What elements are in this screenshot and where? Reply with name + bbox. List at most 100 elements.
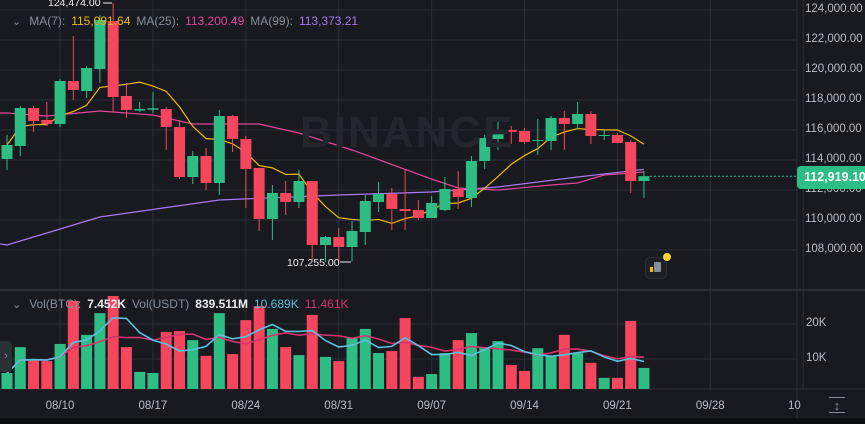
time-tick-label: 08/24	[231, 400, 261, 412]
volume-ma5-line	[6, 316, 645, 374]
candle-body	[28, 107, 40, 121]
candle-body	[505, 130, 517, 132]
chevron-right-icon[interactable]: ›	[0, 341, 12, 372]
candle-body	[147, 108, 159, 110]
candle-body	[134, 109, 146, 111]
candle-body	[412, 209, 424, 219]
candle-body	[94, 20, 106, 69]
candle-body	[67, 80, 79, 90]
candle-body	[120, 95, 132, 111]
volume-bar	[558, 334, 570, 389]
volume-bar	[505, 364, 517, 389]
time-tick-label: 09/28	[695, 400, 725, 412]
candle-body	[227, 116, 239, 139]
candle-body	[373, 194, 385, 202]
price-tick-label: 108,000.00	[805, 243, 863, 255]
candle-body	[479, 137, 491, 162]
volume-bar	[572, 353, 584, 389]
price-tick-label: 116,000.00	[805, 123, 862, 135]
ma99-value: 113,373.21	[298, 14, 359, 28]
volume-bar	[240, 320, 252, 389]
candle-body	[293, 181, 305, 202]
candle-body	[14, 107, 26, 147]
volume-bar	[67, 300, 79, 389]
candle-body	[306, 181, 318, 246]
volume-bar	[54, 343, 66, 389]
time-tick-label: 08/31	[324, 400, 354, 412]
ma7-label: MA(7):	[29, 14, 66, 28]
volume-bar	[346, 338, 358, 389]
volume-bar	[213, 313, 225, 389]
candle-body	[386, 194, 398, 210]
volume-bar	[585, 362, 597, 389]
volume-bar	[120, 347, 132, 389]
volume-bar	[545, 355, 557, 389]
chevron-down-icon[interactable]: ⌄	[12, 298, 22, 311]
volume-bar	[293, 355, 305, 389]
ma99-line	[0, 168, 645, 246]
high-price-marker: 124,474.00	[48, 0, 101, 9]
candle-body	[399, 209, 411, 211]
candle-body	[558, 118, 570, 124]
time-tick-label: 09/21	[603, 400, 632, 412]
candle-body	[200, 155, 212, 183]
volume-bar	[107, 296, 119, 389]
volume-bar	[253, 306, 265, 389]
fit-vertical-icon[interactable]: ↕	[829, 397, 845, 413]
binance-watermark: BINANCE	[300, 108, 515, 157]
volume-bar	[174, 331, 186, 389]
candle-body	[598, 134, 610, 136]
candle-body	[439, 188, 451, 210]
volume-bar	[280, 347, 292, 389]
candle-body	[174, 127, 186, 177]
candle-body	[253, 167, 265, 219]
volume-bar	[1, 373, 13, 389]
candle-body	[41, 119, 53, 124]
candle-body	[187, 155, 199, 177]
chevron-down-icon[interactable]: ⌄	[12, 15, 22, 28]
volume-bar	[465, 333, 477, 389]
ma25-value: 113,200.49	[185, 14, 245, 28]
volume-bar	[479, 348, 491, 389]
price-tick-label: 110,000.00	[805, 213, 862, 225]
candle-body	[359, 200, 371, 232]
volume-bar	[625, 320, 637, 389]
vol-btc-value: 7.452K	[87, 297, 126, 311]
volume-bar	[187, 340, 199, 389]
price-tick-label: 118,000.00	[805, 93, 862, 105]
candle-body	[346, 230, 358, 247]
vol-ma10-value: 11.461K	[304, 297, 349, 311]
candle-body	[519, 131, 531, 142]
current-price-tag: 112,919.10	[797, 166, 865, 189]
price-ma-legend: ⌄ MA(7): 115,091.64 MA(25): 113,200.49 M…	[12, 14, 358, 28]
candle-body	[280, 193, 292, 202]
candle-body	[465, 161, 477, 198]
volume-bar	[333, 361, 345, 389]
price-tick-label: 122,000.00	[805, 33, 863, 45]
volume-bar	[386, 350, 398, 389]
candle-body	[213, 116, 225, 183]
vol-usdt-value: 839.511M	[195, 297, 248, 311]
volume-bar	[532, 348, 544, 389]
volume-bar	[439, 353, 451, 389]
volume-bar	[359, 328, 371, 389]
volume-bar	[611, 377, 623, 389]
volume-bar	[134, 371, 146, 389]
volume-bar	[373, 353, 385, 389]
notebook-icon[interactable]	[645, 253, 671, 279]
candle-body	[240, 139, 252, 169]
ma7-value: 115,091.64	[71, 14, 131, 28]
volume-bar	[81, 334, 93, 389]
vol-btc-label: Vol(BTC):	[29, 297, 82, 311]
candle-body	[638, 176, 650, 181]
volume-bar	[319, 356, 331, 389]
time-tick-label: 09/07	[417, 400, 446, 412]
volume-bar	[426, 374, 438, 389]
volume-bar	[200, 355, 212, 389]
volume-bar	[28, 359, 40, 389]
volume-legend: ⌄ Vol(BTC): 7.452K Vol(USDT) 839.511M 10…	[12, 297, 349, 311]
volume-bar	[306, 314, 318, 389]
candle-body	[532, 140, 544, 142]
candle-body	[572, 113, 584, 124]
